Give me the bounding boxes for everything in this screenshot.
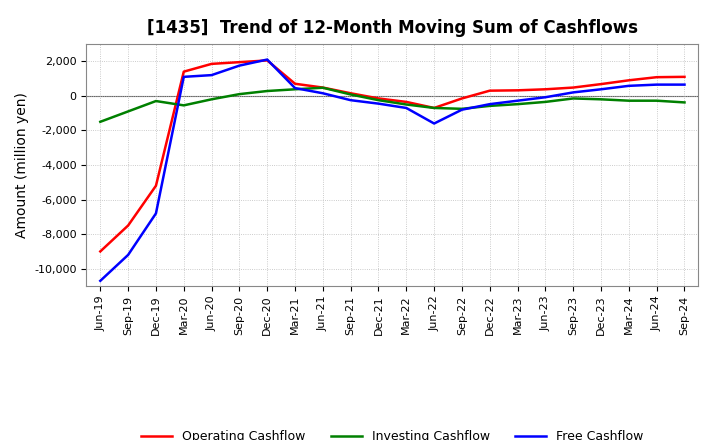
Investing Cashflow bbox=[430, 105, 438, 110]
Free Cashflow bbox=[624, 83, 633, 88]
Free Cashflow bbox=[513, 98, 522, 103]
Free Cashflow bbox=[652, 82, 661, 87]
Line: Investing Cashflow: Investing Cashflow bbox=[100, 88, 685, 122]
Free Cashflow bbox=[430, 121, 438, 126]
Operating Cashflow bbox=[652, 74, 661, 80]
Title: [1435]  Trend of 12-Month Moving Sum of Cashflows: [1435] Trend of 12-Month Moving Sum of C… bbox=[147, 19, 638, 37]
Investing Cashflow bbox=[152, 99, 161, 104]
Free Cashflow bbox=[318, 91, 327, 96]
Legend: Operating Cashflow, Investing Cashflow, Free Cashflow: Operating Cashflow, Investing Cashflow, … bbox=[136, 425, 649, 440]
Free Cashflow bbox=[96, 278, 104, 283]
Investing Cashflow bbox=[569, 96, 577, 101]
Investing Cashflow bbox=[207, 97, 216, 102]
Investing Cashflow bbox=[624, 98, 633, 103]
Line: Free Cashflow: Free Cashflow bbox=[100, 59, 685, 281]
Investing Cashflow bbox=[458, 106, 467, 111]
Free Cashflow bbox=[680, 82, 689, 87]
Investing Cashflow bbox=[235, 92, 243, 97]
Investing Cashflow bbox=[346, 92, 355, 97]
Operating Cashflow bbox=[597, 81, 606, 87]
Operating Cashflow bbox=[458, 96, 467, 101]
Operating Cashflow bbox=[291, 81, 300, 86]
Free Cashflow bbox=[569, 90, 577, 95]
Y-axis label: Amount (million yen): Amount (million yen) bbox=[14, 92, 29, 238]
Operating Cashflow bbox=[263, 58, 271, 63]
Free Cashflow bbox=[235, 63, 243, 68]
Operating Cashflow bbox=[152, 183, 161, 188]
Operating Cashflow bbox=[374, 96, 383, 101]
Operating Cashflow bbox=[346, 91, 355, 96]
Operating Cashflow bbox=[680, 74, 689, 80]
Free Cashflow bbox=[374, 101, 383, 106]
Free Cashflow bbox=[124, 252, 132, 257]
Operating Cashflow bbox=[318, 85, 327, 90]
Operating Cashflow bbox=[96, 249, 104, 254]
Free Cashflow bbox=[346, 98, 355, 103]
Free Cashflow bbox=[458, 107, 467, 112]
Free Cashflow bbox=[263, 57, 271, 62]
Free Cashflow bbox=[207, 73, 216, 78]
Operating Cashflow bbox=[513, 88, 522, 93]
Investing Cashflow bbox=[597, 97, 606, 102]
Operating Cashflow bbox=[124, 223, 132, 228]
Investing Cashflow bbox=[318, 85, 327, 90]
Investing Cashflow bbox=[374, 98, 383, 103]
Free Cashflow bbox=[152, 211, 161, 216]
Operating Cashflow bbox=[207, 61, 216, 66]
Operating Cashflow bbox=[235, 59, 243, 65]
Investing Cashflow bbox=[96, 119, 104, 125]
Free Cashflow bbox=[402, 105, 410, 110]
Free Cashflow bbox=[179, 74, 188, 80]
Operating Cashflow bbox=[430, 105, 438, 110]
Investing Cashflow bbox=[402, 102, 410, 107]
Free Cashflow bbox=[485, 102, 494, 107]
Free Cashflow bbox=[541, 95, 550, 100]
Operating Cashflow bbox=[541, 87, 550, 92]
Investing Cashflow bbox=[179, 103, 188, 108]
Investing Cashflow bbox=[513, 102, 522, 107]
Free Cashflow bbox=[291, 85, 300, 91]
Investing Cashflow bbox=[263, 88, 271, 94]
Investing Cashflow bbox=[541, 99, 550, 105]
Line: Operating Cashflow: Operating Cashflow bbox=[100, 60, 685, 251]
Operating Cashflow bbox=[569, 85, 577, 90]
Operating Cashflow bbox=[402, 99, 410, 105]
Investing Cashflow bbox=[652, 98, 661, 103]
Investing Cashflow bbox=[124, 109, 132, 114]
Operating Cashflow bbox=[485, 88, 494, 93]
Investing Cashflow bbox=[291, 87, 300, 92]
Free Cashflow bbox=[597, 87, 606, 92]
Operating Cashflow bbox=[624, 77, 633, 83]
Investing Cashflow bbox=[680, 100, 689, 105]
Investing Cashflow bbox=[485, 103, 494, 109]
Operating Cashflow bbox=[179, 69, 188, 74]
